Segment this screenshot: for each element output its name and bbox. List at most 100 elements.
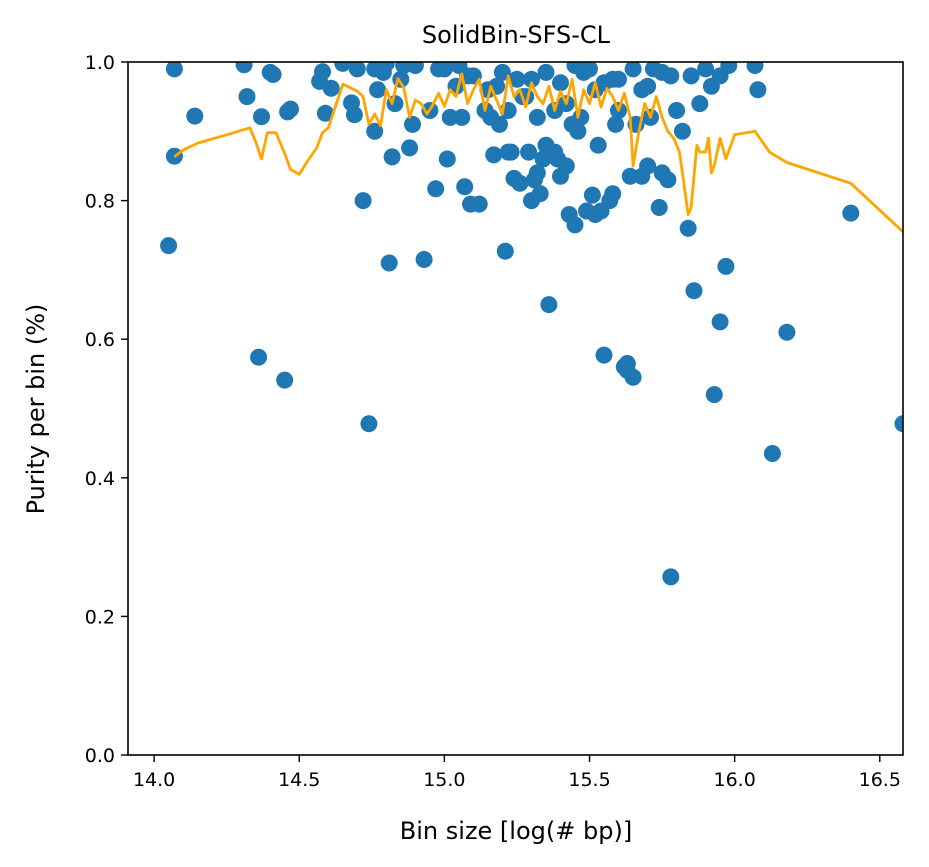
data-point (659, 171, 677, 189)
data-point (383, 148, 401, 166)
y-tick-label: 0.6 (85, 329, 115, 351)
data-point (470, 195, 488, 213)
data-point (354, 192, 372, 210)
y-tick-label: 1.0 (85, 52, 115, 74)
data-point (624, 368, 642, 386)
data-point (404, 115, 421, 133)
data-point (697, 62, 715, 78)
data-point (639, 157, 657, 175)
data-point (575, 63, 593, 81)
data-point (583, 186, 601, 204)
data-point (520, 143, 538, 161)
data-point (395, 62, 413, 74)
x-tick-label: 14.0 (133, 769, 175, 791)
data-point (682, 67, 700, 85)
data-point (705, 386, 723, 404)
data-point (380, 254, 398, 272)
data-point (366, 122, 384, 140)
data-point (604, 185, 622, 203)
x-axis: 14.0 14.5 15.0 15.5 16.0 16.5 (133, 755, 901, 791)
trend-line (173, 72, 903, 233)
data-point (427, 180, 445, 198)
data-point (485, 146, 503, 164)
data-point (749, 81, 767, 99)
plot-area (160, 62, 903, 586)
data-point (345, 106, 363, 124)
data-point (679, 219, 697, 237)
data-point (607, 115, 625, 133)
y-tick-label: 0.4 (85, 468, 115, 490)
data-point (633, 81, 651, 99)
data-point (282, 100, 299, 118)
data-point (366, 62, 384, 78)
x-tick-label: 15.5 (568, 769, 610, 791)
data-point (711, 313, 729, 331)
data-point (186, 107, 204, 125)
data-point (685, 282, 703, 300)
data-point (165, 62, 183, 78)
data-point (264, 66, 282, 83)
data-point (595, 346, 613, 364)
data-point (456, 178, 474, 196)
data-points (160, 62, 903, 586)
data-point (894, 415, 903, 433)
y-tick-label: 0.8 (85, 191, 115, 213)
data-point (540, 296, 558, 314)
data-point (720, 62, 738, 74)
data-point (453, 108, 471, 126)
data-point (276, 371, 294, 389)
data-point (369, 81, 387, 99)
data-point (691, 95, 709, 113)
data-point (624, 62, 642, 78)
data-point (502, 143, 520, 161)
x-axis-label: Bin size [log(# bp)] (400, 817, 632, 845)
data-point (569, 122, 587, 140)
data-point (401, 139, 419, 157)
data-point (523, 70, 540, 88)
data-point (537, 63, 555, 81)
data-point (552, 74, 569, 92)
data-point (430, 62, 448, 78)
data-point (491, 115, 508, 133)
data-point (360, 415, 378, 433)
data-point (250, 348, 268, 366)
x-tick-label: 16.0 (713, 769, 755, 791)
y-tick-label: 0.0 (85, 745, 115, 767)
data-point (334, 62, 352, 72)
data-point (566, 216, 584, 234)
data-point (662, 568, 680, 586)
data-point (238, 88, 256, 106)
chart-title: SolidBin-SFS-CL (422, 21, 611, 49)
data-point (763, 445, 781, 462)
data-point (160, 237, 178, 255)
x-tick-label: 16.5 (859, 769, 901, 791)
data-point (415, 251, 433, 268)
y-tick-label: 0.2 (85, 606, 115, 628)
data-point (746, 62, 764, 74)
data-point (528, 108, 546, 126)
plot-frame (127, 61, 904, 756)
data-point (316, 104, 334, 122)
data-point (668, 102, 686, 119)
x-tick-label: 14.5 (278, 769, 320, 791)
data-point (650, 199, 668, 216)
data-point (528, 164, 546, 182)
data-point (557, 157, 575, 175)
data-point (531, 185, 549, 203)
data-point (511, 174, 529, 192)
data-point (673, 122, 691, 140)
data-point (778, 323, 796, 341)
data-point (508, 70, 526, 88)
data-point (314, 63, 331, 81)
data-point (653, 63, 671, 81)
data-point (235, 62, 253, 74)
x-tick-label: 15.0 (423, 769, 465, 791)
y-axis: 0.0 0.2 0.4 0.6 0.8 1.0 (85, 52, 128, 767)
data-point (348, 62, 366, 78)
data-point (589, 136, 607, 154)
data-point (604, 70, 622, 88)
data-point (842, 204, 860, 222)
data-point (438, 150, 456, 168)
